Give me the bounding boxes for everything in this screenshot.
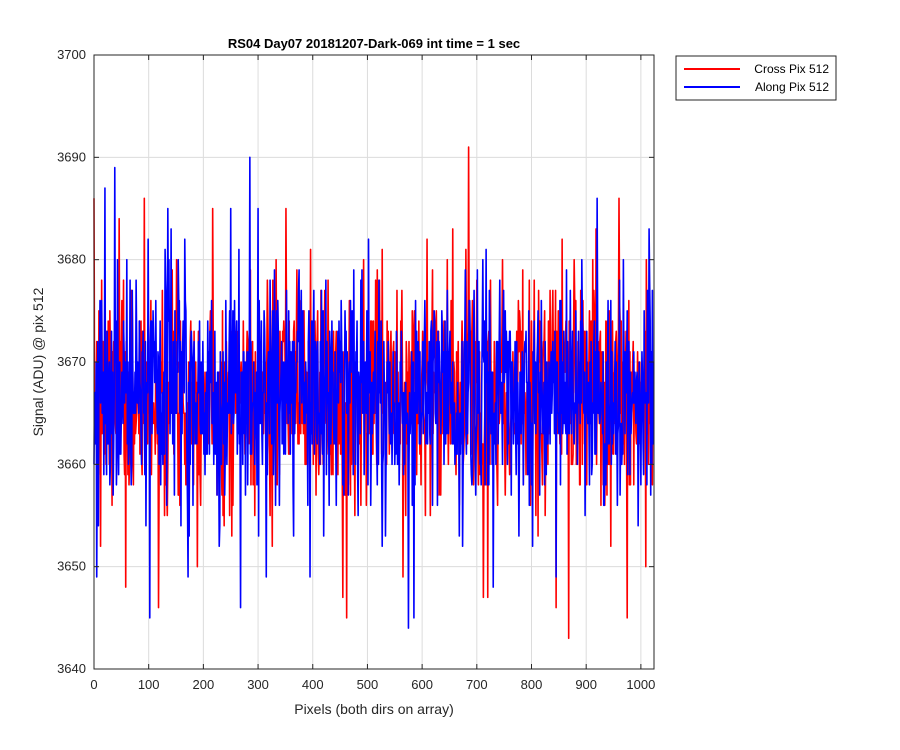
x-tick-label: 1000	[626, 677, 655, 692]
y-tick-label: 3700	[57, 47, 86, 62]
x-tick-label: 800	[521, 677, 543, 692]
series-layer	[93, 146, 655, 640]
x-tick-label: 300	[247, 677, 269, 692]
x-tick-label: 200	[193, 677, 215, 692]
legend-label-along: Along Pix 512	[755, 80, 829, 94]
legend[interactable]: Cross Pix 512 Along Pix 512	[675, 55, 837, 101]
x-tick-label: 100	[138, 677, 160, 692]
y-tick-label: 3690	[57, 149, 86, 164]
y-tick-label: 3650	[57, 559, 86, 574]
series-line-along	[93, 156, 655, 629]
x-tick-label: 900	[575, 677, 597, 692]
x-tick-label: 500	[357, 677, 379, 692]
ticks: 0 100 200 300 400 500 600 700 800 900 1000 3640 3650…	[57, 47, 655, 692]
x-axis-title: Pixels (both dirs on array)	[294, 701, 454, 717]
y-axis-title: Signal (ADU) @ pix 512	[30, 287, 46, 436]
x-tick-label: 700	[466, 677, 488, 692]
y-tick-label: 3680	[57, 252, 86, 267]
chart-title: RS04 Day07 20181207-Dark-069 int time = …	[228, 36, 520, 51]
y-tick-label: 3660	[57, 456, 86, 471]
legend-box	[675, 55, 837, 101]
y-tick-label: 3670	[57, 354, 86, 369]
legend-label-cross: Cross Pix 512	[754, 62, 829, 76]
x-tick-label: 400	[302, 677, 324, 692]
x-tick-label: 600	[411, 677, 433, 692]
y-tick-label: 3640	[57, 661, 86, 676]
x-tick-label: 0	[90, 677, 97, 692]
